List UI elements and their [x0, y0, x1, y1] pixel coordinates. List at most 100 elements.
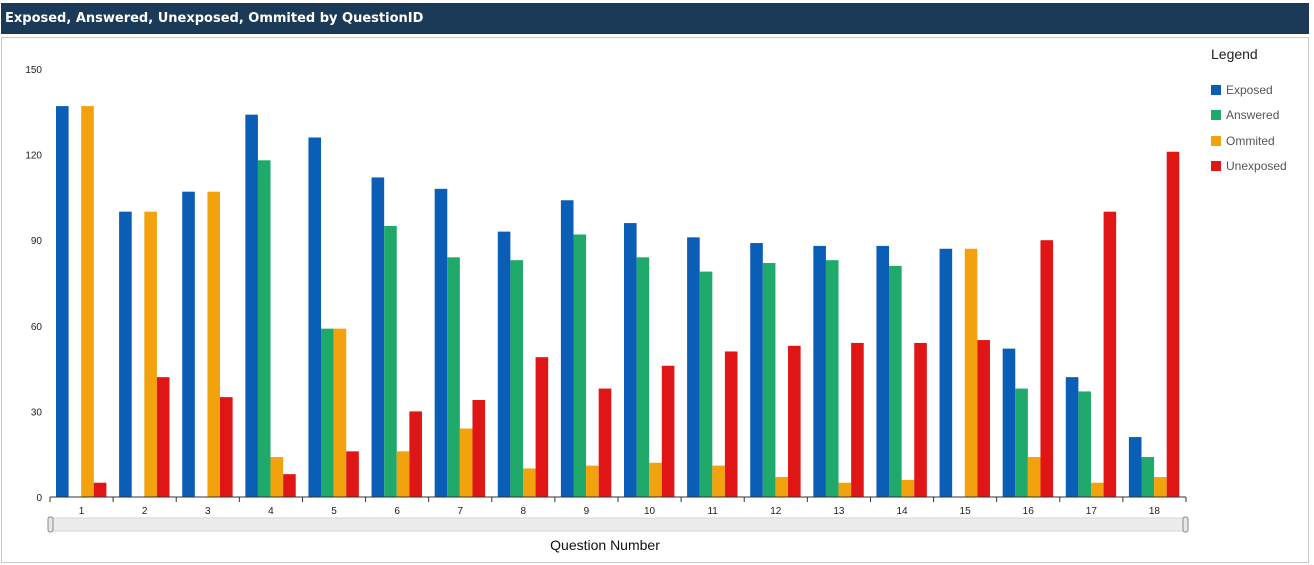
legend-label: Ommited [1226, 133, 1275, 148]
bar-exposed [434, 188, 448, 497]
x-tick-label: 3 [205, 506, 211, 517]
bar-unexposed [535, 357, 549, 497]
bar-answered [321, 328, 334, 497]
x-tick-label: 1 [79, 506, 85, 517]
bar-unexposed [977, 340, 990, 497]
bar-exposed [939, 248, 953, 497]
bar-answered [1141, 457, 1155, 497]
legend: Legend Exposed Answered Ommited Unexposed [1211, 46, 1311, 179]
bar-exposed [624, 223, 637, 497]
x-tick-label: 14 [896, 506, 908, 517]
bar-exposed [245, 114, 258, 498]
x-tick-label: 12 [770, 506, 782, 517]
bar-exposed [119, 211, 132, 498]
bar-ommited [901, 479, 915, 497]
bar-answered [1078, 391, 1091, 497]
bar-answered [510, 260, 523, 497]
bar-exposed [1002, 348, 1016, 497]
x-tick-label: 9 [584, 506, 590, 517]
legend-item-unexposed[interactable]: Unexposed [1211, 154, 1311, 180]
x-tick-label: 2 [142, 506, 148, 517]
bar-exposed [56, 106, 69, 497]
bar-unexposed [851, 342, 864, 497]
bar-ommited [1090, 482, 1104, 497]
bar-answered [573, 234, 587, 498]
x-axis-label: Question Number [550, 537, 660, 553]
bar-ommited [81, 106, 94, 497]
x-tick-label: 11 [707, 506, 718, 517]
bar-exposed [371, 177, 385, 497]
x-tick-label: 6 [394, 506, 400, 517]
bar-ommited [649, 462, 662, 497]
bar-answered [699, 271, 713, 497]
range-slider-left-handle[interactable] [47, 516, 54, 533]
bar-unexposed [346, 451, 359, 497]
bar-ommited [964, 248, 978, 497]
legend-item-exposed[interactable]: Exposed [1211, 77, 1311, 103]
x-tick-label: 16 [1023, 506, 1035, 517]
x-tick-label: 13 [833, 506, 845, 517]
legend-swatch [1211, 135, 1221, 146]
bar-ommited [1027, 457, 1041, 497]
legend-swatch [1211, 161, 1221, 172]
range-slider-right-handle[interactable] [1182, 516, 1189, 533]
legend-item-answered[interactable]: Answered [1211, 103, 1311, 129]
bar-exposed [687, 237, 700, 497]
x-tick-label: 15 [960, 506, 972, 517]
bar-unexposed [409, 411, 422, 497]
bar-exposed [1065, 377, 1079, 497]
bar-ommited [207, 191, 221, 497]
y-tick-label: 60 [31, 322, 43, 333]
bar-answered [636, 257, 650, 497]
y-tick-label: 90 [31, 236, 43, 247]
legend-label: Answered [1226, 108, 1280, 123]
legend-swatch [1211, 110, 1221, 121]
x-tick-label: 17 [1086, 506, 1098, 517]
bar-answered [889, 265, 902, 497]
bar-exposed [497, 231, 511, 497]
bar-unexposed [283, 474, 296, 497]
bar-unexposed [156, 377, 170, 497]
bar-ommited [459, 428, 473, 497]
bar-unexposed [1103, 211, 1117, 498]
bar-exposed [813, 245, 826, 497]
bar-ommited [144, 211, 157, 498]
x-tick-label: 8 [521, 506, 527, 517]
bar-unexposed [220, 397, 233, 497]
bar-ommited [1154, 477, 1167, 497]
bar-ommited [270, 457, 284, 497]
bar-answered [384, 225, 397, 497]
bar-answered [1015, 388, 1028, 497]
legend-swatch [1211, 84, 1221, 95]
x-tick-label: 4 [268, 506, 274, 517]
bar-ommited [712, 465, 725, 497]
bar-exposed [308, 137, 322, 498]
bar-ommited [775, 477, 789, 497]
x-tick-label: 5 [331, 506, 337, 517]
bar-ommited [838, 482, 852, 497]
bar-unexposed [788, 345, 801, 497]
bar-unexposed [472, 399, 486, 497]
y-tick-label: 120 [25, 151, 42, 162]
legend-label: Exposed [1226, 82, 1273, 97]
bar-exposed [1128, 437, 1142, 497]
legend-label: Unexposed [1226, 159, 1287, 174]
bar-answered [257, 160, 271, 497]
bar-exposed [750, 243, 763, 497]
x-tick-label: 7 [457, 506, 463, 517]
bar-exposed [876, 245, 890, 497]
legend-item-ommited[interactable]: Ommited [1211, 128, 1311, 154]
bar-ommited [586, 465, 599, 497]
legend-title: Legend [1211, 46, 1258, 62]
x-tick-label: 10 [644, 506, 656, 517]
range-slider-track[interactable] [50, 517, 1186, 532]
chart-title-bar: Exposed, Answered, Unexposed, Ommited by… [1, 3, 1309, 34]
bar-exposed [182, 191, 195, 497]
bar-unexposed [93, 482, 107, 497]
bar-exposed [560, 200, 574, 497]
bar-answered [447, 257, 460, 497]
bar-unexposed [661, 365, 675, 497]
y-tick-label: 0 [36, 493, 42, 504]
legend-items: Exposed Answered Ommited Unexposed [1211, 77, 1311, 179]
